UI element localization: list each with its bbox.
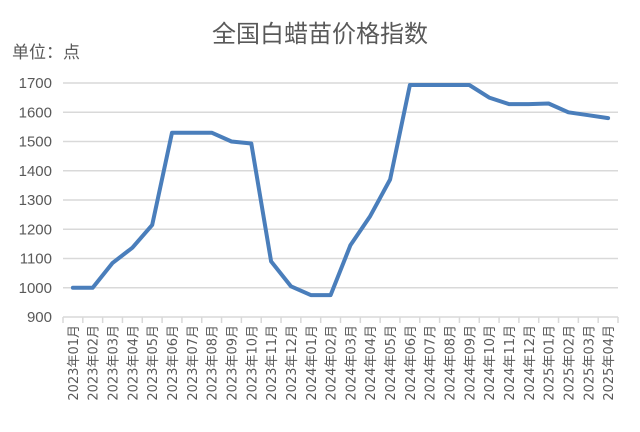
x-tick-label: 2024年08月 xyxy=(444,325,459,401)
y-tick-label: 1500 xyxy=(19,134,52,151)
x-tick-label: 2023年06月 xyxy=(166,325,181,401)
data-series xyxy=(70,83,611,298)
x-axis: 2023年01月 2023年02月 2023年03月 2023年04月 2023年05月… xyxy=(62,317,619,401)
x-tick-label: 2024年05月 xyxy=(384,325,399,401)
x-tick-label: 2023年12月 xyxy=(285,325,300,401)
y-axis: 900 1000 1100 1200 1300 1400 1500 1600 1700 xyxy=(19,75,52,326)
x-tick-label: 2024年06月 xyxy=(404,325,419,401)
x-tick-label: 2024年10月 xyxy=(483,325,498,401)
x-tick-label: 2023年03月 xyxy=(107,325,122,401)
price-index-line xyxy=(70,83,611,298)
x-tick-label: 2024年11月 xyxy=(503,325,518,401)
x-tick-label: 2024年04月 xyxy=(364,325,379,401)
x-tick-label: 2023年11月 xyxy=(265,325,280,401)
unit-label: 单位：点 xyxy=(12,43,80,63)
x-tick-label: 2023年01月 xyxy=(67,325,82,401)
y-tick-label: 900 xyxy=(27,309,52,326)
x-tick-label: 2025年01月 xyxy=(543,325,558,401)
x-tick-label: 2023年04月 xyxy=(126,325,141,401)
x-tick-label: 2023年08月 xyxy=(206,325,221,401)
x-tick-label: 2025年02月 xyxy=(562,325,577,401)
x-tick-label: 2024年09月 xyxy=(463,325,478,401)
y-tick-label: 1000 xyxy=(19,280,52,297)
x-tick-label: 2023年02月 xyxy=(87,325,102,401)
x-tick-label: 2023年10月 xyxy=(245,325,260,401)
x-tick-label: 2025年04月 xyxy=(602,325,617,401)
x-tick-label: 2024年12月 xyxy=(523,325,538,401)
y-tick-label: 1200 xyxy=(19,221,52,238)
y-tick-label: 1400 xyxy=(19,163,52,180)
chart-title: 全国白蜡苗价格指数 xyxy=(212,20,428,48)
gridlines xyxy=(63,82,618,318)
y-tick-label: 1700 xyxy=(19,75,52,92)
x-tick-label: 2023年05月 xyxy=(146,325,161,401)
y-tick-label: 1300 xyxy=(19,192,52,209)
x-tick-label: 2024年01月 xyxy=(305,325,320,401)
x-tick-label: 2025年03月 xyxy=(582,325,597,401)
y-tick-label: 1600 xyxy=(19,104,52,121)
x-tick-label: 2024年03月 xyxy=(344,325,359,401)
x-tick-label: 2023年09月 xyxy=(225,325,240,401)
x-tick-label: 2024年02月 xyxy=(325,325,340,401)
x-tick-label: 2023年07月 xyxy=(186,325,201,401)
y-tick-label: 1100 xyxy=(20,251,52,268)
x-tick-label: 2024年07月 xyxy=(424,325,439,401)
